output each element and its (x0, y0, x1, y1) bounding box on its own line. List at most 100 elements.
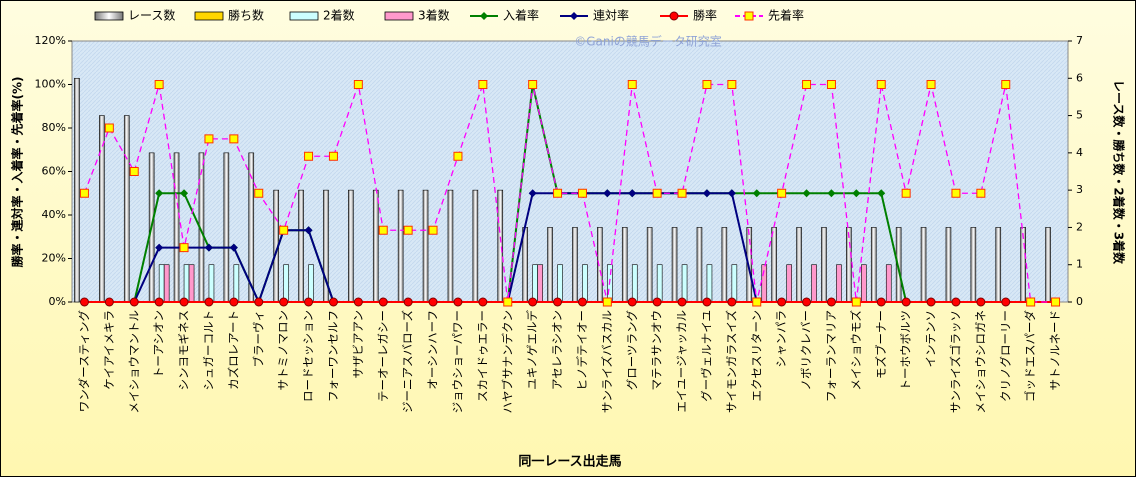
marker (926, 297, 936, 307)
x-axis-title: 同一レース出走馬 (518, 454, 621, 470)
y2-tick-label: 1 (1076, 258, 1083, 271)
bar (158, 264, 165, 303)
bar (885, 264, 892, 303)
bar (821, 227, 827, 303)
bar (796, 227, 802, 303)
bar (223, 152, 230, 303)
bar (995, 227, 1002, 303)
legend-label: 先着率 (768, 8, 804, 23)
marker (627, 297, 637, 307)
marker (727, 189, 736, 198)
x-tick-label: サトノルネード (1048, 310, 1062, 391)
bar (731, 264, 738, 303)
marker (603, 189, 612, 198)
marker (1026, 297, 1036, 307)
marker (154, 80, 164, 89)
bar (422, 189, 429, 303)
marker (826, 297, 836, 307)
legend-label: 2着数 (323, 8, 355, 23)
marker (802, 297, 812, 307)
marker (876, 80, 886, 89)
y-tick-label: 20% (42, 252, 66, 265)
marker (1051, 297, 1061, 307)
x-tick-label: シンヨモギネス (177, 310, 191, 391)
marker (702, 80, 712, 89)
marker (553, 297, 563, 307)
bar (836, 264, 842, 303)
bar (861, 264, 867, 303)
marker (826, 80, 836, 89)
marker (79, 297, 89, 307)
legend-marker (669, 11, 679, 21)
marker (154, 297, 164, 307)
legend-swatch (289, 11, 319, 21)
plot-area (71, 40, 1069, 303)
marker (851, 297, 861, 307)
x-tick-label: エクセスリターン (749, 310, 763, 401)
bar (582, 264, 588, 303)
line (83, 83, 1056, 303)
marker (304, 151, 314, 161)
marker (852, 189, 861, 198)
marker (204, 243, 213, 252)
x-tick-label: メイショウモズ (849, 310, 863, 391)
bar (621, 227, 628, 303)
x-tick-label: ブラーヴィ (251, 310, 265, 368)
x-tick-label: フォーワンセルフ (326, 310, 340, 402)
y-tick-label: 100% (35, 78, 66, 91)
marker (877, 189, 886, 198)
bar (572, 227, 578, 303)
legend-label: 入着率 (503, 8, 539, 23)
marker (702, 189, 711, 198)
marker (528, 80, 538, 89)
x-tick-label: アセレラシオン (550, 310, 564, 390)
bar (846, 227, 852, 303)
marker (802, 80, 812, 89)
marker (129, 167, 139, 176)
bar (761, 264, 768, 303)
marker (702, 297, 712, 307)
marker (279, 225, 289, 235)
bar (631, 264, 638, 303)
bar (706, 264, 713, 303)
x-tick-label: トーアシオン (152, 310, 166, 378)
marker (752, 297, 762, 307)
marker (204, 297, 214, 307)
y2-tick-label: 3 (1076, 183, 1083, 196)
x-tick-label: サンライズゴラッソ (948, 310, 962, 413)
bar (298, 189, 304, 303)
x-tick-label: カズロレアート (226, 310, 240, 390)
marker (328, 151, 338, 161)
y2-tick-label: 4 (1076, 146, 1083, 159)
x-tick-label: ケイアイメキラ (102, 310, 116, 390)
marker (1001, 80, 1011, 89)
bar (656, 264, 663, 303)
x-tick-label: オーシンハーフ (426, 310, 440, 390)
marker (328, 297, 338, 307)
marker (428, 225, 438, 235)
marker (453, 297, 463, 307)
x-tick-label: エイユージャッカル (675, 310, 689, 412)
x-tick-label: グローツラング (625, 310, 639, 391)
marker (777, 188, 787, 198)
x-tick-label: メイショウシロガネ (973, 310, 987, 414)
marker (79, 188, 89, 198)
marker (528, 189, 537, 198)
marker (827, 189, 836, 198)
marker (503, 297, 513, 307)
y2-tick-label: 6 (1076, 71, 1083, 84)
marker (155, 243, 164, 252)
marker (777, 297, 787, 307)
x-tick-label: ロードセッション (301, 310, 315, 402)
bar (547, 227, 553, 303)
marker (577, 188, 587, 198)
bar (870, 227, 877, 303)
marker (179, 243, 189, 253)
bar (397, 189, 404, 303)
x-tick-label: ノボリクレバー (799, 310, 813, 391)
x-tick-label: インテンソ (924, 310, 938, 368)
bar (786, 264, 792, 303)
x-tick-label: ヒノデテイオー (575, 310, 589, 391)
x-tick-label: サトミノマロン (276, 310, 290, 391)
marker (1001, 297, 1011, 307)
